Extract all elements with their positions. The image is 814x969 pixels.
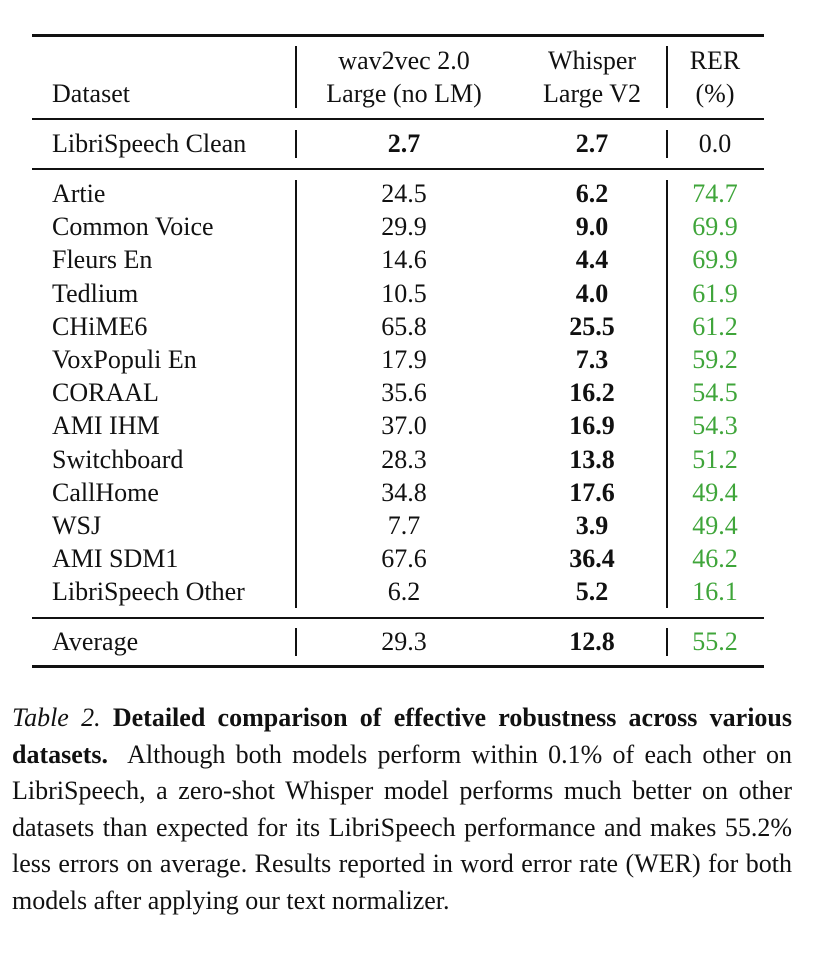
cell-wav2vec: 6.2 <box>387 577 421 607</box>
cell-dataset: CallHome <box>52 477 159 507</box>
cell-rer: 69.9 <box>692 245 738 275</box>
cell-dataset: Average <box>52 627 139 656</box>
cell-dataset: CORAAL <box>52 378 159 408</box>
bottom-rule <box>32 665 764 668</box>
cell-rer: 61.9 <box>692 278 738 308</box>
header-whisper-line1: Whisper <box>547 46 637 75</box>
cell-dataset: Common Voice <box>52 212 214 242</box>
cell-wav2vec: 65.8 <box>381 311 427 341</box>
cell-wav2vec: 28.3 <box>381 444 427 474</box>
average-rule <box>32 617 764 619</box>
cell-dataset: Fleurs En <box>52 245 153 275</box>
clean-rule <box>32 168 764 170</box>
cell-whisper: 4.0 <box>575 278 609 308</box>
separator-2 <box>666 46 668 108</box>
caption-title: Detailed comparison of effective robustn… <box>12 703 793 769</box>
cell-wav2vec: 34.8 <box>381 477 427 507</box>
cell-wav2vec: 67.6 <box>381 544 427 574</box>
cell-rer: 16.1 <box>692 577 738 607</box>
cell-whisper: 17.6 <box>569 477 615 507</box>
cell-dataset: Artie <box>52 179 106 208</box>
cell-dataset: CHiME6 <box>52 311 148 341</box>
cell-dataset: LibriSpeech Other <box>52 577 245 607</box>
cell-wav2vec: 14.6 <box>381 245 427 275</box>
cell-whisper: 25.5 <box>569 311 615 341</box>
cell-wav2vec: 29.9 <box>381 212 427 242</box>
cell-whisper: 16.2 <box>569 378 615 408</box>
cell-whisper: 12.8 <box>569 627 615 656</box>
cell-rer: 54.5 <box>692 378 738 408</box>
separator-1 <box>295 628 297 656</box>
cell-rer: 46.2 <box>692 544 738 574</box>
cell-wav2vec: 7.7 <box>387 511 421 540</box>
cell-dataset: AMI IHM <box>52 411 160 441</box>
cell-rer: 49.4 <box>692 511 738 540</box>
cell-wav2vec: 10.5 <box>381 278 427 308</box>
cell-whisper: 13.8 <box>569 444 615 474</box>
results-table: Dataset wav2vec 2.0 Large (no LM) Whispe… <box>32 34 764 668</box>
header-wav2vec-line2: Large (no LM) <box>326 79 482 108</box>
cell-rer: 49.4 <box>692 477 738 507</box>
header-wav2vec-line1: wav2vec 2.0 <box>338 46 470 75</box>
cell-dataset: WSJ <box>52 511 102 540</box>
header-rer-line1: RER <box>689 46 741 75</box>
separator-1 <box>295 46 297 108</box>
cell-dataset: VoxPopuli En <box>52 345 197 374</box>
cell-dataset: AMI SDM1 <box>52 544 179 574</box>
separator-2 <box>666 180 668 608</box>
cell-whisper: 6.2 <box>575 179 609 208</box>
header-dataset: Dataset <box>52 79 130 108</box>
cell-whisper: 4.4 <box>575 245 609 275</box>
cell-rer: 59.2 <box>692 345 738 374</box>
cell-wav2vec: 17.9 <box>381 345 427 374</box>
separator-1 <box>295 180 297 608</box>
caption-label: Table 2. <box>12 703 101 732</box>
cell-rer: 74.7 <box>692 179 738 208</box>
separator-2 <box>666 130 668 158</box>
cell-dataset: Switchboard <box>52 444 184 474</box>
cell-rer: 0.0 <box>698 129 732 158</box>
cell-dataset: LibriSpeech Clean <box>52 129 247 158</box>
cell-wav2vec: 2.7 <box>387 129 421 158</box>
cell-whisper: 9.0 <box>575 212 609 242</box>
cell-whisper: 7.3 <box>575 345 609 374</box>
header-rer-line2: (%) <box>695 79 735 108</box>
cell-rer: 69.9 <box>692 212 738 242</box>
cell-rer: 61.2 <box>692 311 738 341</box>
separator-1 <box>295 130 297 158</box>
table-caption: Table 2. Detailed comparison of effectiv… <box>12 700 792 919</box>
separator-2 <box>666 628 668 656</box>
cell-whisper: 3.9 <box>575 511 609 540</box>
cell-wav2vec: 29.3 <box>381 627 427 656</box>
cell-wav2vec: 24.5 <box>381 179 427 208</box>
cell-whisper: 5.2 <box>575 577 609 607</box>
top-rule <box>32 34 764 37</box>
cell-whisper: 16.9 <box>569 411 615 441</box>
cell-whisper: 36.4 <box>569 544 615 574</box>
header-whisper-line2: Large V2 <box>543 79 641 108</box>
cell-rer: 55.2 <box>692 627 738 656</box>
cell-wav2vec: 35.6 <box>381 378 427 408</box>
header-rule <box>32 118 764 120</box>
cell-whisper: 2.7 <box>575 129 609 158</box>
cell-rer: 51.2 <box>692 444 738 474</box>
caption-body: Although both models perform within 0.1%… <box>12 739 792 915</box>
cell-wav2vec: 37.0 <box>381 411 427 441</box>
cell-dataset: Tedlium <box>52 278 139 308</box>
cell-rer: 54.3 <box>692 411 738 441</box>
